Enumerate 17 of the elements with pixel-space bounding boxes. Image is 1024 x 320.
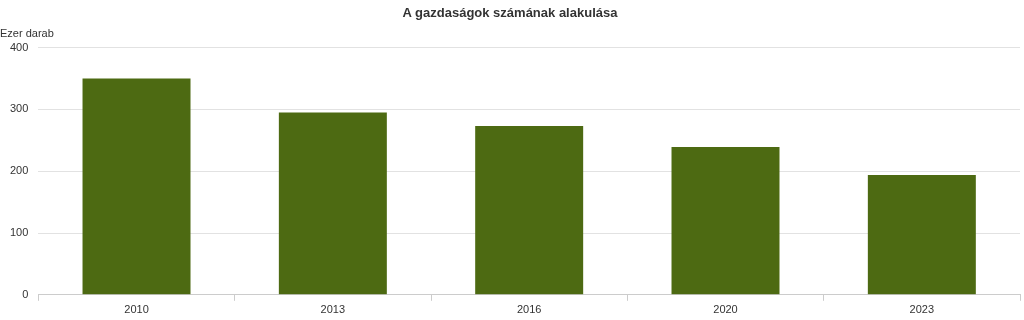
x-tick-label: 2016 bbox=[516, 303, 542, 316]
bar bbox=[671, 147, 780, 295]
bar bbox=[82, 78, 191, 295]
y-tick-label: 400 bbox=[9, 40, 29, 53]
y-tick-label: 200 bbox=[9, 164, 29, 177]
bar bbox=[867, 174, 976, 295]
y-axis-title: Ezer darab bbox=[0, 27, 54, 40]
y-tick-label: 100 bbox=[9, 226, 29, 239]
y-tick-label: 300 bbox=[9, 102, 29, 115]
bar bbox=[475, 126, 584, 295]
bar bbox=[278, 112, 387, 295]
x-tick-label: 2020 bbox=[713, 303, 738, 316]
x-tick-label: 2010 bbox=[124, 303, 149, 316]
y-tick-label: 0 bbox=[22, 287, 29, 300]
x-tick-label: 2023 bbox=[909, 303, 935, 316]
x-tick-label: 2013 bbox=[320, 303, 346, 316]
chart-title: A gazdaságok számának alakulása bbox=[402, 5, 619, 21]
